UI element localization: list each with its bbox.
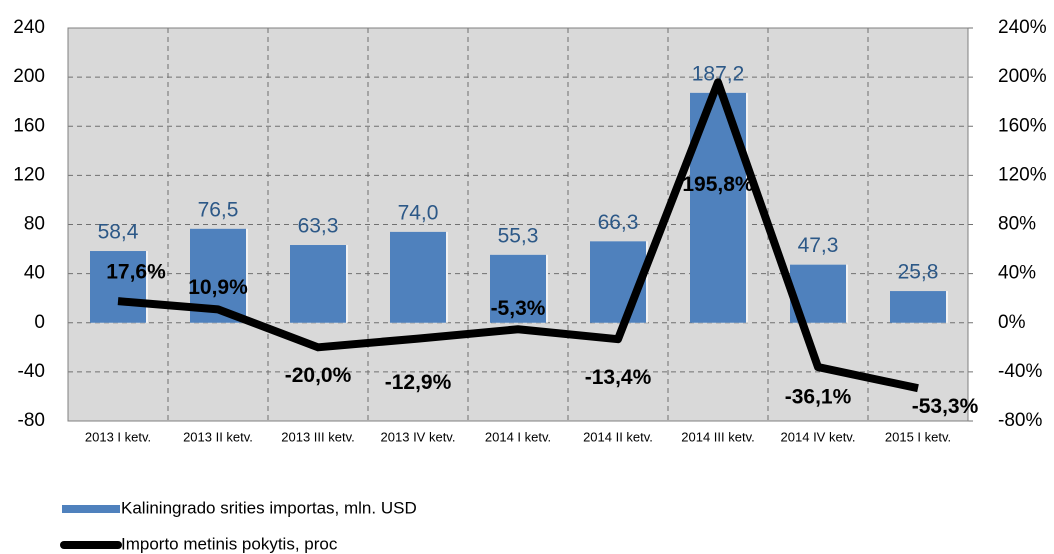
bar-value-label: 74,0 — [398, 201, 439, 224]
x-tick-label: 2013 IV ketv. — [381, 429, 456, 444]
y2-tick-label: 240% — [998, 17, 1047, 38]
bar — [90, 251, 146, 323]
line-value-label: -20,0% — [285, 364, 352, 387]
y-tick-label: 0 — [34, 312, 45, 333]
x-tick-label: 2014 I ketv. — [485, 429, 551, 444]
y2-tick-label: 200% — [998, 66, 1047, 87]
bar — [290, 245, 346, 323]
y2-tick-label: 0% — [998, 312, 1026, 333]
y-tick-label: -40 — [18, 361, 45, 382]
bar-value-label: 76,5 — [198, 198, 239, 221]
y-tick-label: 40 — [24, 263, 45, 284]
bar-value-label: 58,4 — [98, 221, 139, 244]
bar — [490, 254, 546, 323]
y-tick-label: -80 — [18, 410, 45, 431]
y2-tick-label: 160% — [998, 115, 1047, 136]
bar-value-label: 66,3 — [598, 211, 639, 234]
line-value-label: -36,1% — [785, 386, 852, 409]
legend-label: Kaliningrado srities importas, mln. USD — [121, 498, 417, 517]
x-tick-label: 2013 II ketv. — [183, 429, 253, 444]
y-tick-label: 200 — [13, 66, 45, 87]
y-tick-label: 120 — [13, 164, 45, 185]
line-value-label: 10,9% — [188, 276, 248, 299]
x-tick-label: 2015 I ketv. — [885, 429, 951, 444]
line — [117, 78, 919, 393]
x-tick-label: 2013 I ketv. — [85, 429, 151, 444]
line-value-label: -53,3% — [912, 395, 979, 418]
bar-value-label: 187,2 — [692, 62, 745, 85]
y2-tick-label: 80% — [998, 214, 1036, 235]
y2-tick-label: -40% — [998, 361, 1042, 382]
plot-border — [67, 27, 969, 422]
x-tick-label: 2014 III ketv. — [681, 429, 754, 444]
legend-swatch — [62, 505, 120, 513]
line-value-label: -13,4% — [585, 366, 652, 389]
x-tick-label: 2013 III ketv. — [281, 429, 354, 444]
bar-value-label: 55,3 — [498, 224, 539, 247]
y2-tick-label: 40% — [998, 263, 1036, 284]
x-tick-label: 2014 II ketv. — [583, 429, 653, 444]
y2-tick-label: -80% — [998, 410, 1042, 431]
y-tick-label: 80 — [24, 214, 45, 235]
line-value-label: 17,6% — [106, 261, 166, 284]
x-tick-label: 2014 IV ketv. — [781, 429, 856, 444]
bar — [390, 231, 446, 323]
y-tick-label: 240 — [13, 17, 45, 38]
line-value-label: -12,9% — [385, 371, 452, 394]
bar — [890, 291, 946, 323]
y2-tick-label: 120% — [998, 164, 1047, 185]
line-value-label: 195,8% — [682, 173, 754, 196]
legend-label: Importo metinis pokytis, proc — [121, 534, 338, 553]
line-value-label: -5,3% — [491, 297, 546, 320]
y-tick-label: 160 — [13, 115, 45, 136]
bar-value-label: 47,3 — [798, 234, 839, 257]
bar-value-label: 25,8 — [898, 261, 939, 284]
bar-value-label: 63,3 — [298, 215, 339, 238]
